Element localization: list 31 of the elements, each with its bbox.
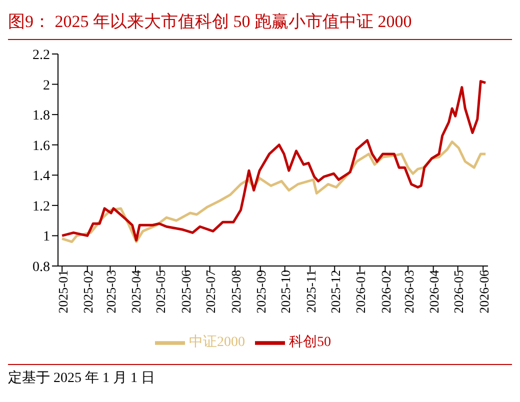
y-tick-label: 1.2 [32,199,50,214]
x-tick-label: 2025-06 [178,270,194,314]
chart-title: 图9： 2025 年以来大市值科创 50 跑赢小市值中证 2000 [8,8,512,40]
x-tick-label: 2025-12 [328,270,343,314]
x-tick-label: 2026-05 [451,270,466,314]
y-tick-label: 1.8 [32,108,50,124]
x-tick-label: 2025-07 [202,270,218,314]
x-tick-label: 2025-05 [153,270,168,314]
y-tick-label: 2 [43,78,50,94]
x-tick-label: 2026-03 [401,270,416,314]
legend-label: 科创50 [289,335,331,350]
y-tick-label: 1 [43,230,50,245]
y-tick-label: 0.8 [32,260,50,275]
x-tick-label: 2025-08 [228,270,244,314]
y-tick-label: 2.2 [32,48,50,63]
x-tick-label: 2025-11 [303,270,318,313]
x-tick-label: 2025-02 [80,270,96,314]
text: 定基于 2025 年 1 月 1 日 [8,369,156,387]
y-tick-label: 1.6 [32,138,50,154]
x-tick-label: 2026-01 [353,270,368,314]
x-tick-label: 2025-03 [103,270,118,314]
x-tick-label: 2025-09 [254,270,269,314]
x-tick-label: 2025-10 [278,270,294,314]
line-series [60,80,487,242]
x-tick-label: 2026-04 [426,270,442,314]
x-tick-label: 2025-04 [128,270,144,314]
y-tick-label: 1.4 [32,169,50,184]
x-tick-label: 2025-01 [55,270,70,314]
x-tick-label: 2026-06 [476,270,492,314]
x-tick-label: 2026-02 [378,270,394,314]
legend-label: 中证2000 [189,335,245,350]
